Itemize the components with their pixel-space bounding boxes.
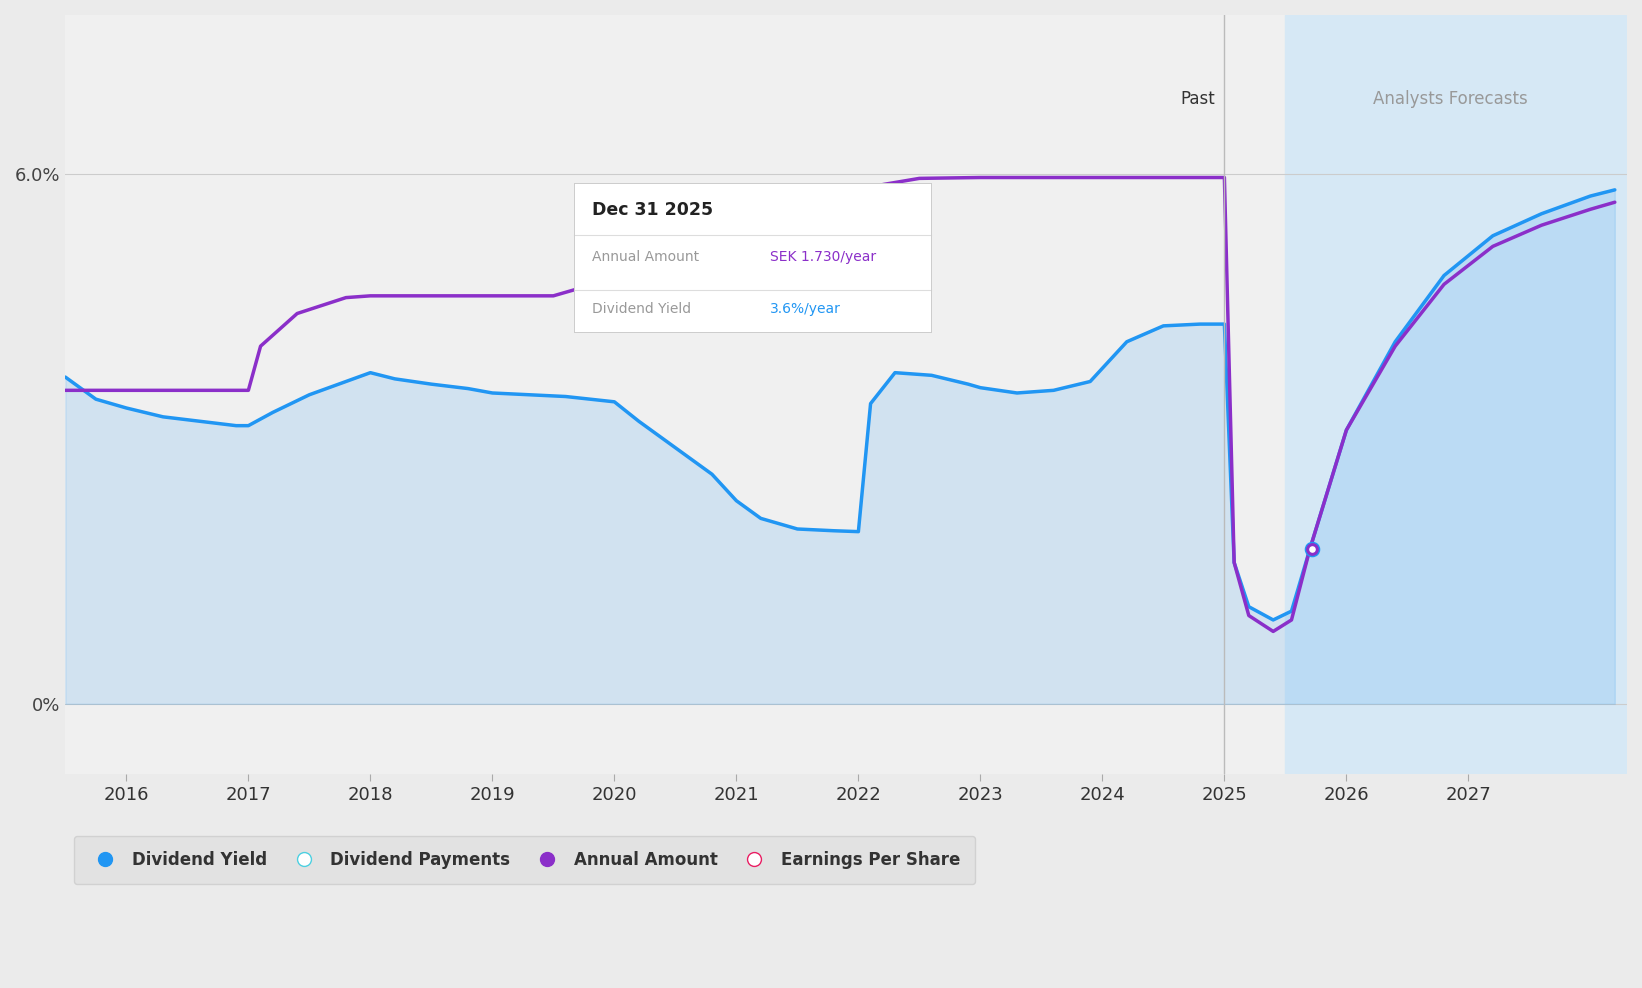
Text: Past: Past [1181, 90, 1215, 108]
Text: Annual Amount: Annual Amount [593, 250, 699, 264]
Text: Dividend Yield: Dividend Yield [593, 302, 691, 316]
Text: SEK 1.730/year: SEK 1.730/year [770, 250, 877, 264]
Text: Dec 31 2025: Dec 31 2025 [593, 201, 713, 219]
Legend: Dividend Yield, Dividend Payments, Annual Amount, Earnings Per Share: Dividend Yield, Dividend Payments, Annua… [74, 836, 975, 884]
Bar [1286, 15, 1627, 775]
Text: 3.6%/year: 3.6%/year [770, 302, 841, 316]
Text: Analysts Forecasts: Analysts Forecasts [1373, 90, 1527, 108]
